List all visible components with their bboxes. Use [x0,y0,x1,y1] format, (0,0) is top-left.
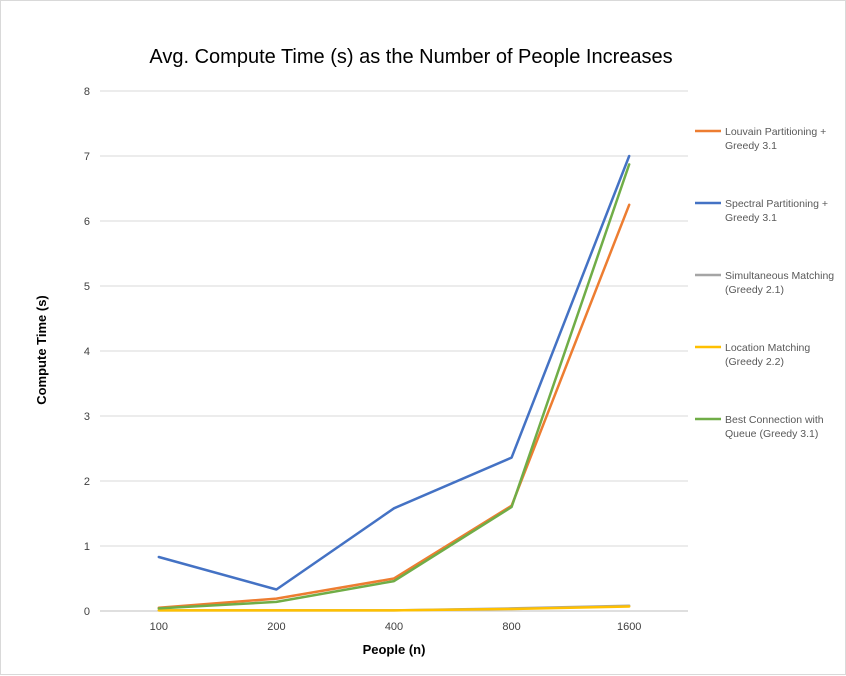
y-axis-title: Compute Time (s) [34,295,49,405]
series-line-0 [157,203,631,610]
legend-label: Spectral Partitioning + [725,198,828,210]
legend-label: Greedy 3.1 [725,212,777,224]
y-tick-label: 3 [84,411,90,423]
legend-item: Spectral Partitioning + Greedy 3.1 [695,198,828,224]
legend-label: Best Connection with [725,414,824,426]
x-tick-label: 1600 [617,621,641,633]
legend-item: Location Matching (Greedy 2.2) [695,342,810,368]
y-tick-label: 2 [84,476,90,488]
x-tick-label: 800 [502,621,520,633]
legend-label: Greedy 3.1 [725,140,777,152]
y-tick-label: 4 [84,346,90,358]
series-line-4 [157,163,631,610]
gridlines [100,90,688,612]
x-tick-label: 200 [267,621,285,633]
chart-title: Avg. Compute Time (s) as the Number of P… [149,46,672,68]
legend-label: (Greedy 2.2) [725,356,784,368]
legend-item: Simultaneous Matching (Greedy 2.1) [695,270,834,296]
legend-label: (Greedy 2.1) [725,284,784,296]
x-tick-label: 400 [385,621,403,633]
y-tick-label: 8 [84,86,90,98]
series-line-3 [157,605,631,612]
legend-label: Location Matching [725,342,810,354]
y-tick-label: 5 [84,281,90,293]
x-axis-title: People (n) [363,642,426,657]
legend: Louvain Partitioning +Greedy 3.1Spectral… [695,126,834,440]
series-line-1 [157,154,631,591]
series-lines [157,154,631,612]
legend-label: Simultaneous Matching [725,270,834,282]
legend-label: Louvain Partitioning + [725,126,826,138]
y-tick-label: 7 [84,151,90,163]
y-tick-label: 0 [84,606,90,618]
y-axis-ticks: 0 1 2 3 4 5 6 7 8 [84,86,90,618]
y-tick-label: 1 [84,541,90,553]
legend-item: Louvain Partitioning + Greedy 3.1 [695,126,826,152]
x-tick-label: 100 [150,621,168,633]
y-tick-label: 6 [84,216,90,228]
legend-item: Best Connection with Queue (Greedy 3.1) [695,414,824,440]
legend-label: Queue (Greedy 3.1) [725,428,818,440]
x-axis-ticks: 100 200 400 800 1600 [150,621,642,633]
